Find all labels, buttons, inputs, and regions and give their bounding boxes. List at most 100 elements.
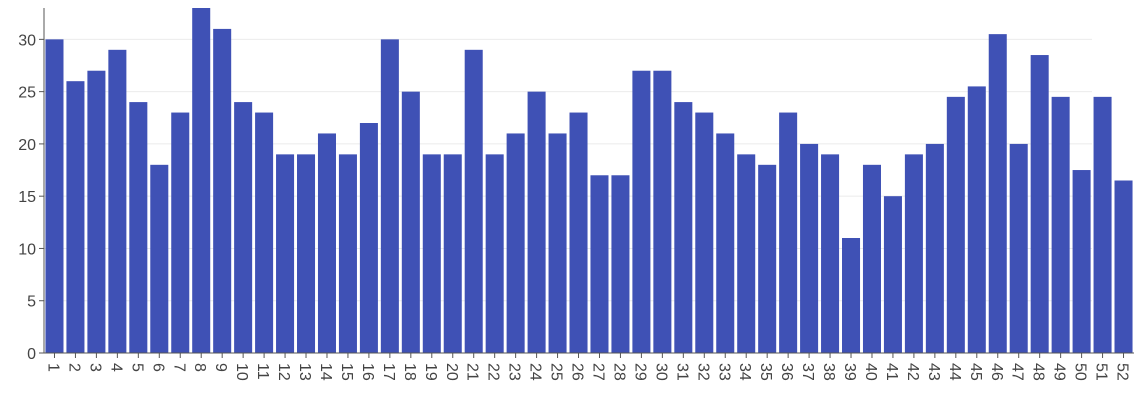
x-tick-label: 25 <box>548 363 565 381</box>
bar <box>800 143 819 353</box>
x-tick-label: 16 <box>359 363 376 381</box>
x-tick-label: 28 <box>610 363 627 381</box>
bar <box>779 112 798 353</box>
y-tick-label: 10 <box>18 241 36 258</box>
y-tick-label: 15 <box>18 189 36 206</box>
bar <box>674 102 693 353</box>
x-tick-label: 46 <box>988 363 1005 381</box>
bar <box>422 154 441 353</box>
bar <box>1051 96 1070 353</box>
x-tick-label: 22 <box>485 363 502 381</box>
x-tick-label: 31 <box>673 363 690 381</box>
x-tick-label: 27 <box>589 363 606 381</box>
y-tick-label: 30 <box>18 32 36 49</box>
bar <box>45 39 64 353</box>
x-tick-label: 34 <box>736 363 753 381</box>
bar <box>967 86 986 353</box>
x-tick-label: 14 <box>317 363 334 381</box>
bar <box>946 96 965 353</box>
bar <box>338 154 357 353</box>
x-tick-label: 26 <box>569 363 586 381</box>
x-tick-label: 40 <box>862 363 879 381</box>
x-tick-label: 1 <box>44 363 61 372</box>
x-tick-label: 10 <box>233 363 250 381</box>
bar <box>1114 180 1133 353</box>
x-tick-label: 48 <box>1030 363 1047 381</box>
x-tick-label: 9 <box>212 363 229 372</box>
bar <box>653 70 672 354</box>
x-tick-label: 37 <box>799 363 816 381</box>
bar <box>297 154 316 353</box>
x-tick-label: 38 <box>820 363 837 381</box>
x-tick-label: 43 <box>925 363 942 381</box>
x-tick-label: 12 <box>275 363 292 381</box>
x-tick-label: 3 <box>86 363 103 372</box>
bar <box>171 112 190 353</box>
x-tick-label: 20 <box>443 363 460 381</box>
bar <box>590 175 609 353</box>
x-tick-label: 35 <box>757 363 774 381</box>
x-tick-label: 49 <box>1051 363 1068 381</box>
bar <box>192 8 211 353</box>
bar <box>255 112 274 353</box>
x-tick-label: 6 <box>149 363 166 372</box>
x-tick-label: 50 <box>1072 363 1089 381</box>
x-tick-label: 19 <box>422 363 439 381</box>
bar <box>904 154 923 353</box>
bar <box>401 91 420 354</box>
x-tick-label: 8 <box>191 363 208 372</box>
bar <box>716 133 735 353</box>
x-tick-label: 11 <box>254 363 271 380</box>
y-tick-label: 5 <box>27 294 36 311</box>
bar <box>66 81 85 353</box>
x-tick-label: 39 <box>841 363 858 381</box>
bar <box>150 164 169 353</box>
bar <box>213 28 232 354</box>
x-tick-label: 4 <box>107 363 124 372</box>
bar <box>737 154 756 353</box>
x-tick-label: 36 <box>778 363 795 381</box>
bar <box>87 70 106 354</box>
bars <box>45 8 1133 354</box>
bar <box>883 196 902 353</box>
bar <box>758 164 777 353</box>
x-tick-label: 51 <box>1093 363 1110 381</box>
bar <box>842 238 861 353</box>
x-tick-label: 15 <box>338 363 355 381</box>
bar <box>695 112 714 353</box>
x-tick-label: 13 <box>296 363 313 381</box>
bar <box>129 102 148 353</box>
bar <box>611 175 630 353</box>
x-tick-label: 44 <box>946 363 963 381</box>
x-tick-label: 41 <box>883 363 900 381</box>
x-axis: 1 2 3 4 5 6 7 8 9 10 11 12 13 14 15 16 17 18 19 20 21 22 23 24 2… <box>44 352 1134 381</box>
bar <box>443 154 462 353</box>
bar <box>108 49 127 354</box>
y-tick-label: 20 <box>18 137 36 154</box>
bar <box>1093 96 1112 353</box>
bar <box>569 112 588 353</box>
x-tick-label: 18 <box>401 363 418 381</box>
bar <box>464 49 483 354</box>
bar <box>527 91 546 354</box>
bar <box>1009 143 1028 353</box>
bar <box>821 154 840 353</box>
y-tick-label: 25 <box>18 85 36 102</box>
bar <box>359 123 378 353</box>
x-tick-label: 24 <box>527 363 544 381</box>
x-tick-label: 52 <box>1114 363 1131 381</box>
bar <box>988 34 1007 354</box>
bar <box>862 164 881 353</box>
bar <box>380 39 399 353</box>
bar <box>234 102 253 353</box>
x-tick-label: 45 <box>967 363 984 381</box>
x-tick-label: 33 <box>715 363 732 381</box>
bar <box>317 133 336 353</box>
bar <box>548 133 567 353</box>
y-tick-label: 0 <box>27 346 36 363</box>
bar <box>1030 55 1049 353</box>
x-tick-label: 30 <box>652 363 669 381</box>
x-tick-label: 29 <box>631 363 648 381</box>
x-tick-label: 42 <box>904 363 921 381</box>
